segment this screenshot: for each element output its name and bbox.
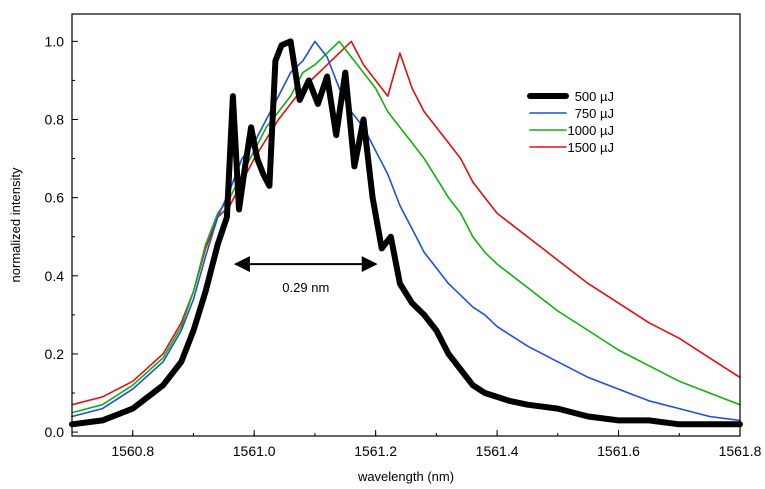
legend: 500 µJ 750 µJ 1000 µJ 1500 µJ — [527, 89, 614, 155]
y-tick-label: 0.2 — [45, 346, 65, 362]
x-tick-label: 1561.8 — [719, 443, 762, 459]
plot-frame — [71, 13, 741, 437]
series-line-2 — [71, 40, 741, 414]
x-tick-label: 1560.8 — [111, 443, 154, 459]
x-tick-label: 1561.4 — [476, 443, 519, 459]
y-tick-label: 0.4 — [45, 268, 65, 284]
y-tick-label: 1.0 — [45, 33, 65, 49]
fwhm-label: 0.29 nm — [282, 280, 329, 295]
fwhm-annotation: 0.29 nm — [233, 256, 378, 295]
series-line-3 — [71, 40, 741, 406]
y-axis-label: normalized intensity — [8, 167, 23, 282]
series-layer — [69, 38, 743, 428]
ticks-layer: 1560.8 1561.0 1561.2 1561.4 1561.6 1561.8 0.0 0… — [45, 33, 762, 459]
x-tick-label: 1561.2 — [354, 443, 397, 459]
series-line-0 — [69, 38, 743, 428]
series-line-1 — [71, 40, 741, 422]
y-tick-label: 0.8 — [45, 112, 65, 128]
y-tick-label: 0.0 — [45, 424, 65, 440]
legend-label-1: 750 µJ — [575, 106, 614, 121]
x-tick-label: 1561.0 — [233, 443, 276, 459]
legend-label-2: 1000 µJ — [567, 123, 614, 138]
y-tick-label: 0.6 — [45, 190, 65, 206]
legend-label-0: 500 µJ — [575, 89, 614, 104]
x-tick-label: 1561.6 — [597, 443, 640, 459]
legend-label-3: 1500 µJ — [567, 140, 614, 155]
x-axis-label: wavelength (nm) — [357, 469, 454, 484]
